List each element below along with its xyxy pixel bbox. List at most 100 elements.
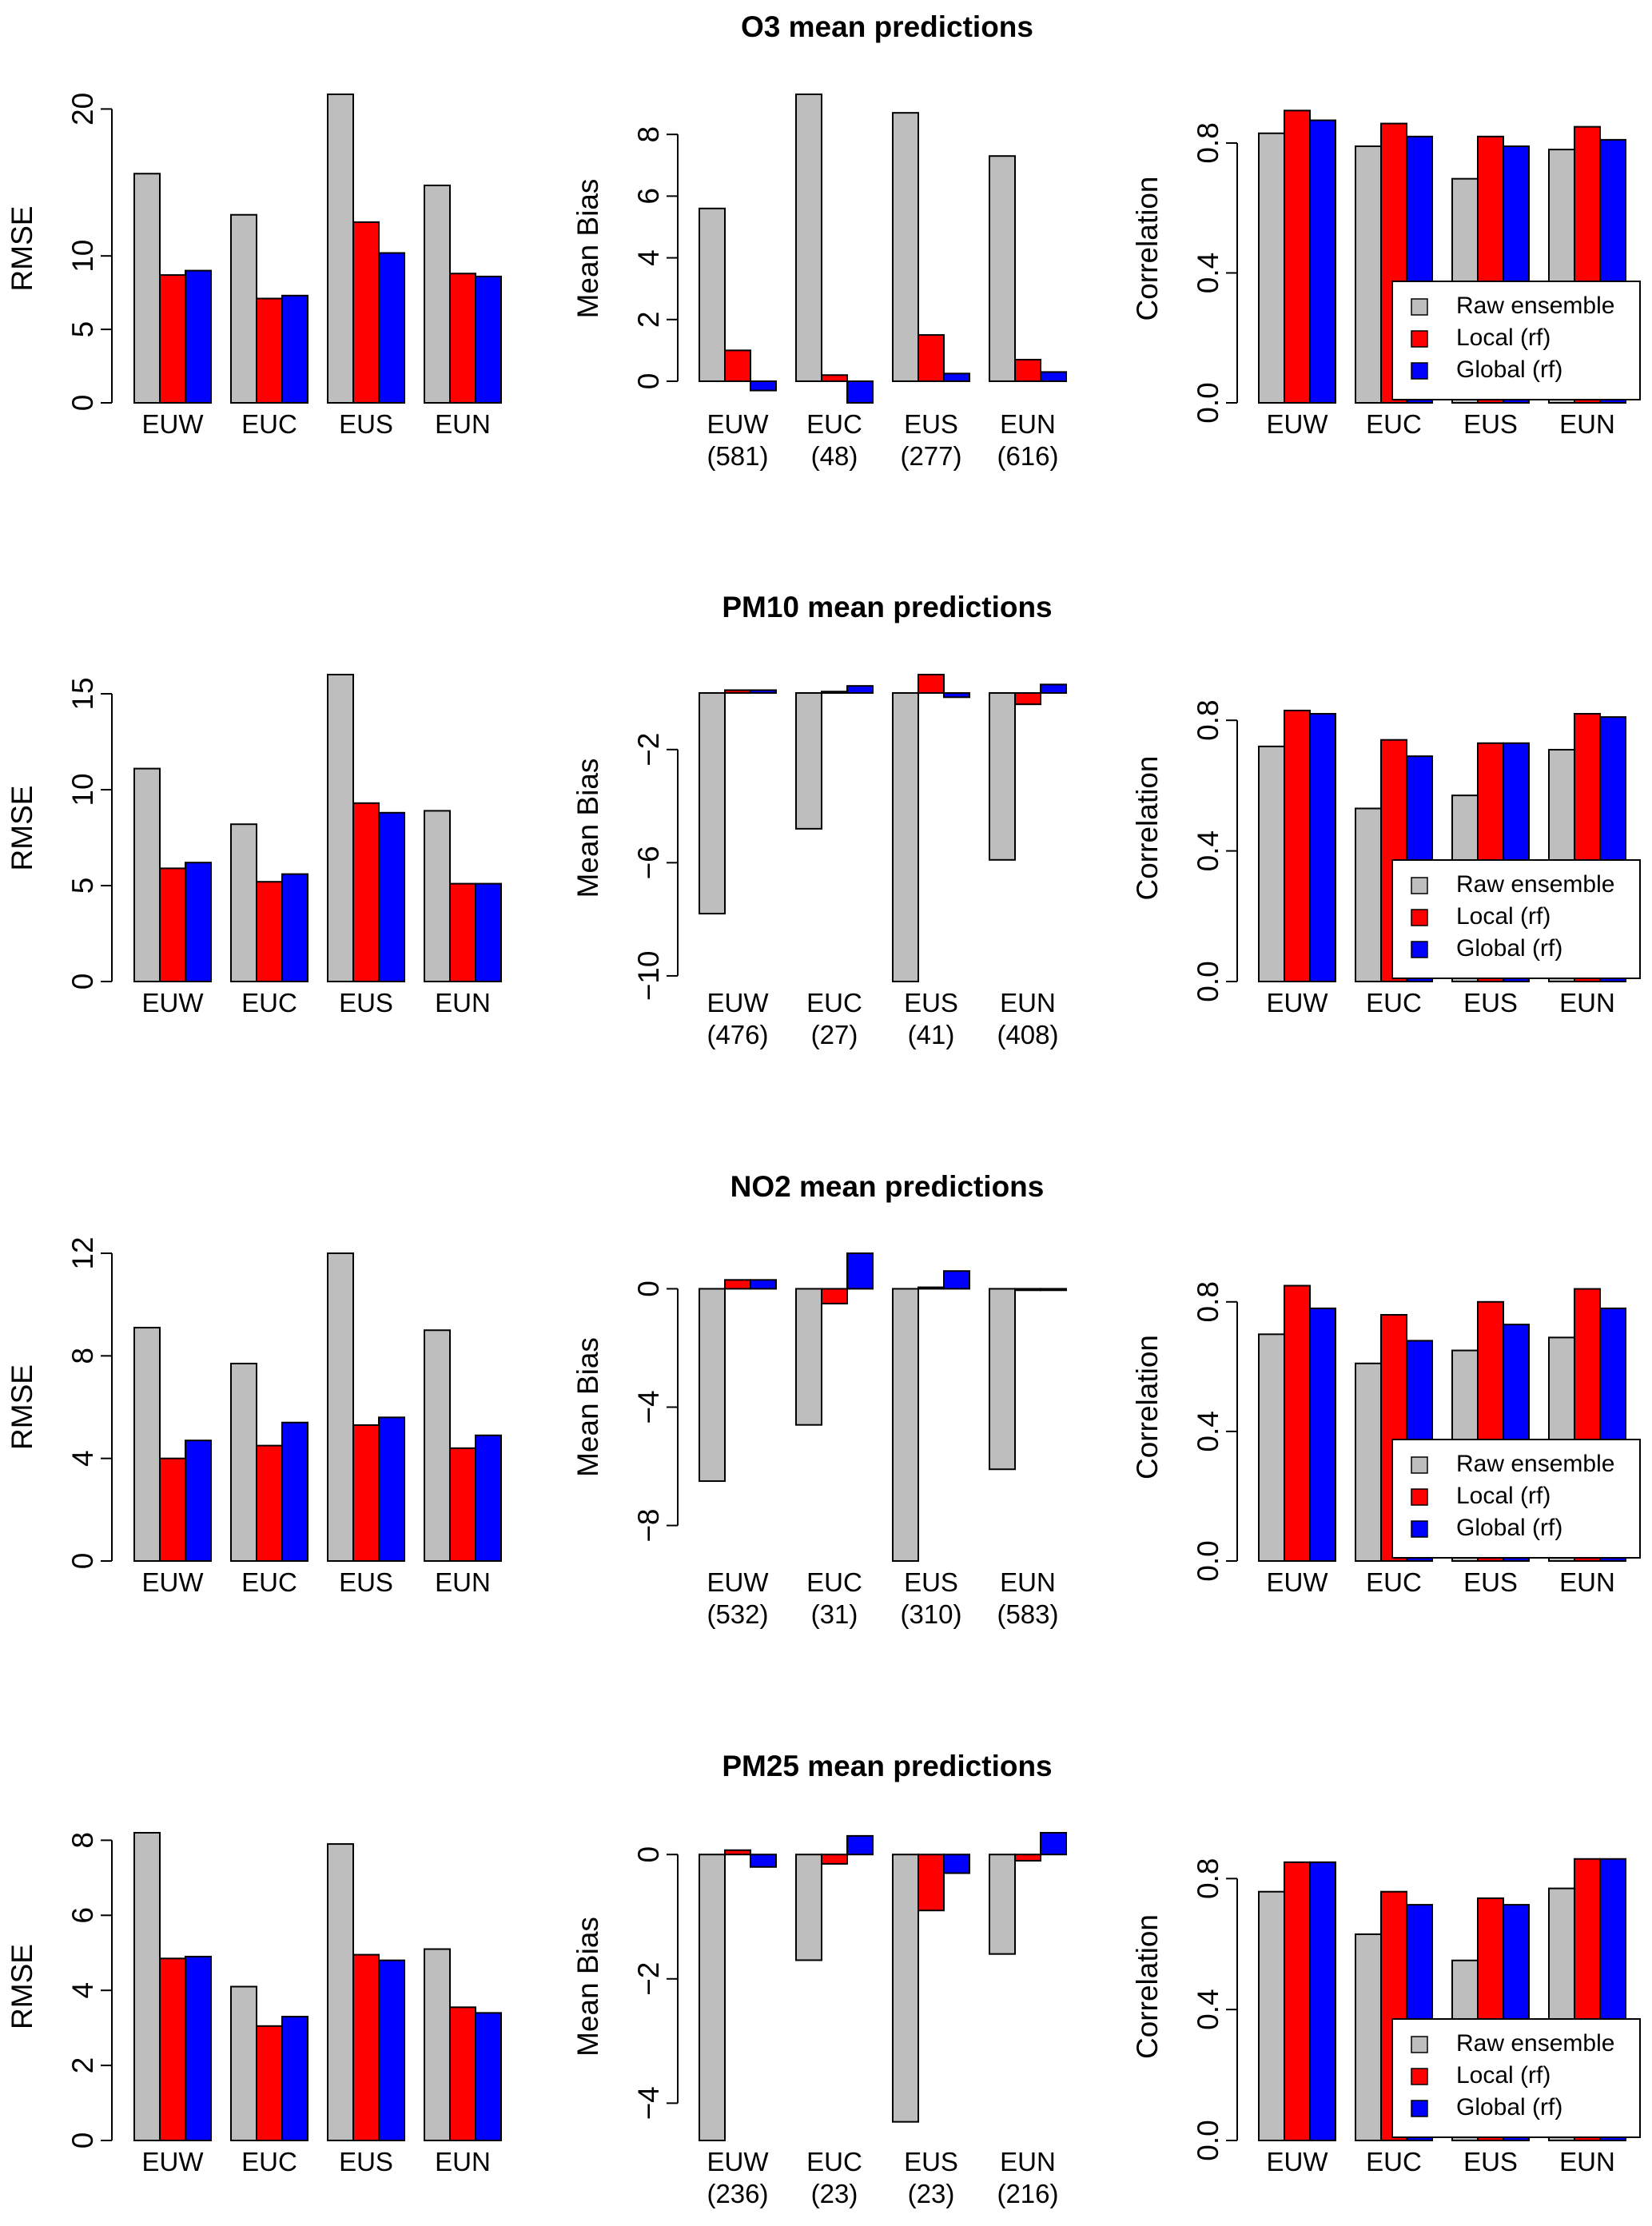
- y-axis-label: Correlation: [1131, 756, 1164, 901]
- legend-label: Local (rf): [1456, 325, 1550, 351]
- x-count-label: (277): [900, 441, 961, 471]
- bar-euw-local-rf: [1284, 1284, 1311, 1563]
- bar-euw-raw-ensemble: [699, 1854, 726, 2141]
- y-tick-label: 5: [66, 878, 99, 894]
- legend-label: Local (rf): [1456, 2062, 1550, 2089]
- y-tick-label: 0.4: [1192, 830, 1224, 871]
- y-tick-label: 0.8: [1192, 122, 1224, 163]
- panel-no2-rmse: NO2 mean predictions 0 4 8 12 RMSE EUW EUC EUS EU…: [6, 1170, 1044, 1597]
- bar-eun-raw-ensemble: [989, 155, 1016, 382]
- bar-euc-local-rf: [821, 374, 848, 382]
- bar-eus-raw-ensemble: [327, 674, 354, 982]
- x-category-label: EUW: [707, 1567, 770, 1597]
- x-count-label: (31): [811, 1599, 858, 1629]
- bar-euc-raw-ensemble: [795, 1854, 822, 1961]
- bar-euc-global-rf: [281, 1421, 309, 1562]
- y-axis-label: RMSE: [6, 206, 38, 292]
- panel-pm25-mean-bias: −4 −2 0 Mean Bias EUW (236) EUC (23) EUS (23) EUN (…: [571, 1832, 1067, 2208]
- bar-euw-raw-ensemble: [1258, 1890, 1285, 2141]
- bar-euw-local-rf: [159, 1957, 186, 2142]
- bar-eun-local-rf: [1014, 1288, 1041, 1292]
- legend-label: Global (rf): [1456, 1515, 1562, 1541]
- y-axis-label: Correlation: [1131, 177, 1164, 321]
- panel-pm25-rmse: PM25 mean predictions 0 2 4 6 8 RMSE EUW EUC EUS E…: [6, 1750, 1053, 2176]
- bar-euc-global-rf: [846, 1834, 874, 1856]
- y-axis-label: Mean Bias: [571, 1337, 604, 1477]
- y-tick-label: 0: [66, 974, 99, 990]
- x-category-label: EUN: [1000, 2147, 1056, 2176]
- bar-euw-local-rf: [159, 1457, 186, 1562]
- bar-euw-raw-ensemble: [133, 1832, 161, 2141]
- panel-pm10-mean-bias: −10 −6 −2 Mean Bias EUW (476) EUC (27) EUS (41) EU…: [571, 674, 1067, 1049]
- x-category-label: EUW: [1267, 409, 1329, 439]
- bar-euw-global-rf: [1309, 1307, 1336, 1563]
- y-tick-label: 10: [66, 773, 99, 806]
- x-category-label: EUS: [904, 2147, 958, 2176]
- panel-no2-correlation: 0.0 0.4 0.8 Correlation EUW EUC EUS EUN Raw ense…: [1131, 1281, 1641, 1597]
- bar-eus-global-rf: [943, 1270, 970, 1290]
- bar-euw-global-rf: [185, 1440, 212, 1563]
- y-axis-label: Correlation: [1131, 1335, 1164, 1479]
- y-tick-label: 0: [632, 373, 665, 390]
- x-category-label: EUS: [339, 2147, 393, 2176]
- bar-euw-local-rf: [724, 689, 751, 695]
- legend-swatch: [1411, 2100, 1428, 2117]
- bar-euc-raw-ensemble: [1355, 145, 1382, 404]
- bar-eus-global-rf: [943, 692, 970, 699]
- row-title: PM25 mean predictions: [722, 1750, 1052, 1782]
- bar-eus-local-rf: [352, 802, 380, 982]
- x-category-label: EUS: [339, 409, 393, 439]
- y-tick-label: 0.8: [1192, 699, 1224, 740]
- bar-euw-global-rf: [1309, 119, 1336, 404]
- y-tick-label: −10: [632, 951, 665, 1002]
- bar-euw-raw-ensemble: [133, 173, 161, 404]
- legend-swatch: [1411, 298, 1428, 316]
- bar-eun-raw-ensemble: [424, 1948, 451, 2142]
- y-tick-label: 0: [632, 1846, 665, 1863]
- legend-box: [1391, 2018, 1641, 2138]
- y-tick-label: 20: [66, 93, 99, 125]
- bar-euw-local-rf: [1284, 1861, 1311, 2142]
- bar-euw-global-rf: [750, 1279, 777, 1290]
- panel-o3-mean-bias: 0 2 4 6 8 Mean Bias EUW(581) EUC(48) EUS(277) EUN…: [571, 94, 1067, 471]
- x-category-label: EUC: [806, 1567, 862, 1597]
- y-tick-label: −8: [632, 1508, 665, 1542]
- row-title: NO2 mean predictions: [730, 1170, 1045, 1203]
- y-tick-label: 0.0: [1192, 382, 1224, 423]
- x-count-label: (583): [997, 1599, 1058, 1629]
- bar-eus-global-rf: [378, 811, 405, 982]
- bar-eus-raw-ensemble: [892, 1288, 919, 1563]
- bar-eus-global-rf: [378, 1959, 405, 2141]
- y-tick-label: 10: [66, 240, 99, 273]
- bar-eus-raw-ensemble: [327, 1252, 354, 1562]
- y-tick-label: 0.8: [1192, 1858, 1224, 1899]
- x-count-label: (476): [707, 1020, 768, 1049]
- bar-euc-local-rf: [256, 297, 283, 404]
- bar-eun-global-rf: [1040, 683, 1067, 695]
- row-title: O3 mean predictions: [741, 10, 1033, 43]
- bar-eus-global-rf: [378, 252, 405, 404]
- x-category-label: EUS: [1463, 2147, 1518, 2176]
- bar-eun-raw-ensemble: [989, 1854, 1016, 1955]
- y-tick-label: 8: [66, 1348, 99, 1364]
- bar-eun-global-rf: [1040, 1832, 1067, 1856]
- bar-euw-local-rf: [724, 1849, 751, 1856]
- y-tick-label: 0: [632, 1280, 665, 1297]
- x-category-label: EUS: [904, 409, 958, 439]
- x-category-label: EUC: [1366, 2147, 1422, 2176]
- x-category-label: EUS: [339, 988, 393, 1017]
- x-category-label: EUC: [241, 409, 297, 439]
- panel-pm10-rmse: PM10 mean predictions 0 5 10 15 RMSE EUW EUC EUS…: [6, 591, 1053, 1017]
- bar-euw-local-rf: [159, 274, 186, 404]
- bar-eun-raw-ensemble: [424, 1329, 451, 1562]
- bar-eun-local-rf: [449, 882, 476, 982]
- legend-swatch: [1411, 1520, 1428, 1538]
- legend-swatch: [1411, 362, 1428, 380]
- y-axis-label: Correlation: [1131, 1914, 1164, 2059]
- bar-euc-raw-ensemble: [1355, 1933, 1382, 2141]
- bar-euc-global-rf: [281, 294, 309, 404]
- legend-swatch: [1411, 1456, 1428, 1474]
- y-tick-label: 6: [66, 1907, 99, 1924]
- y-tick-label: −2: [632, 1962, 665, 1996]
- bar-eus-raw-ensemble: [327, 94, 354, 404]
